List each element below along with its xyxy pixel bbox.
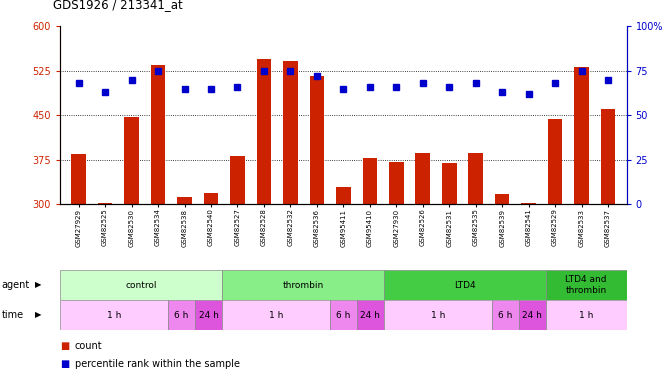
Text: count: count (75, 341, 102, 351)
Bar (492, 300, 518, 330)
Text: 24 h: 24 h (522, 310, 542, 320)
Bar (601, 109, 615, 204)
Bar (521, 203, 536, 204)
Bar (204, 192, 218, 204)
Bar (222, 270, 384, 300)
Bar (574, 67, 589, 204)
Text: time: time (1, 310, 23, 320)
Text: thrombin: thrombin (283, 280, 323, 290)
Text: 1 h: 1 h (431, 310, 445, 320)
Text: agent: agent (1, 280, 29, 290)
Text: GDS1926 / 213341_at: GDS1926 / 213341_at (53, 0, 183, 11)
Bar (60, 300, 168, 330)
Bar (415, 153, 430, 204)
Text: ■: ■ (60, 341, 69, 351)
Bar (468, 153, 483, 204)
Bar (98, 202, 112, 204)
Text: 1 h: 1 h (269, 310, 283, 320)
Text: 24 h: 24 h (198, 310, 218, 320)
Bar (71, 154, 86, 204)
Bar (336, 187, 351, 204)
Text: 6 h: 6 h (336, 310, 351, 320)
Bar (283, 61, 298, 204)
Bar (177, 196, 192, 204)
Bar (389, 162, 403, 204)
Bar (357, 300, 384, 330)
Bar (548, 120, 562, 204)
Text: 6 h: 6 h (174, 310, 188, 320)
Bar (124, 117, 139, 204)
Bar (495, 194, 510, 204)
Bar (222, 300, 330, 330)
Bar (168, 300, 195, 330)
Bar (230, 156, 244, 204)
Bar (546, 300, 627, 330)
Bar (384, 270, 546, 300)
Bar (546, 270, 627, 300)
Text: control: control (126, 280, 157, 290)
Bar (257, 59, 271, 204)
Bar (60, 270, 222, 300)
Text: 6 h: 6 h (498, 310, 512, 320)
Bar (363, 158, 377, 204)
Text: 1 h: 1 h (107, 310, 122, 320)
Bar (195, 300, 222, 330)
Bar (384, 300, 492, 330)
Text: 24 h: 24 h (361, 310, 380, 320)
Text: ▶: ▶ (35, 310, 41, 320)
Text: LTD4 and
thrombin: LTD4 and thrombin (565, 275, 607, 295)
Bar (518, 300, 546, 330)
Bar (330, 300, 357, 330)
Text: ▶: ▶ (35, 280, 41, 290)
Text: percentile rank within the sample: percentile rank within the sample (75, 359, 240, 369)
Text: ■: ■ (60, 359, 69, 369)
Bar (442, 163, 456, 204)
Text: LTD4: LTD4 (454, 280, 476, 290)
Text: 1 h: 1 h (579, 310, 593, 320)
Bar (309, 75, 324, 204)
Bar (151, 65, 166, 204)
